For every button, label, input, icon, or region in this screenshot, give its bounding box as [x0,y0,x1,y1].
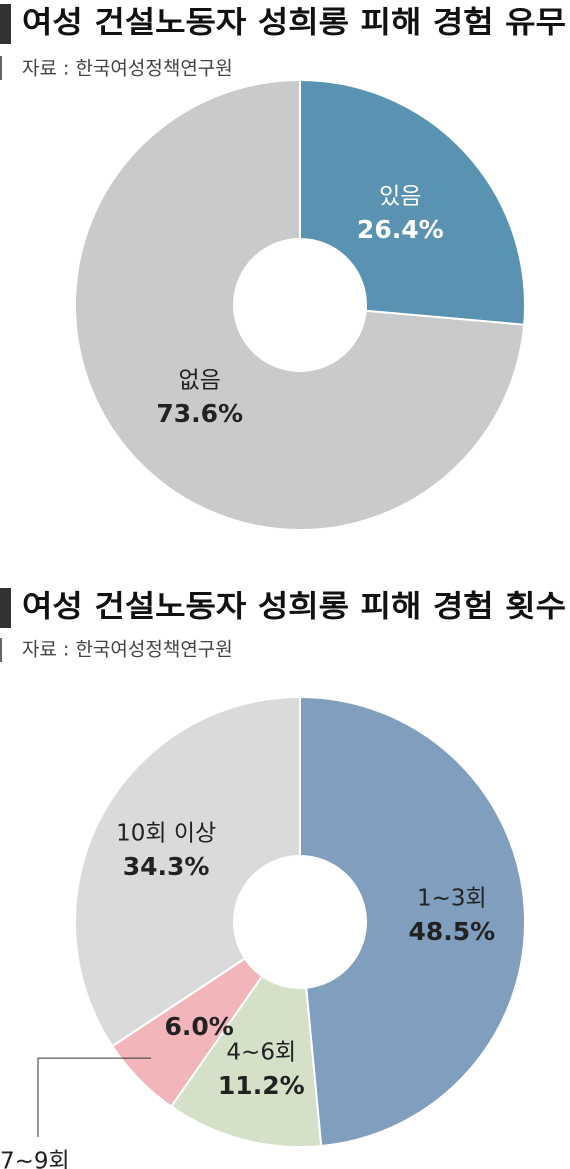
value-label: 48.5% [408,917,495,946]
chart-subtitle: 자료 : 한국여성정책연구원 [22,639,233,661]
category-label: 있음 [379,184,421,210]
chart-subtitle: 자료 : 한국여성정책연구원 [22,58,233,80]
chart-title: 여성 건설노동자 성희롱 피해 경험 유무 [22,6,566,41]
category-label: 4~6회 [226,1039,296,1065]
pie-slice [74,695,301,1048]
pie-slice [74,78,526,531]
pie-slice [299,695,526,1148]
pie-slice [169,974,323,1148]
subtitle-bar [0,56,2,80]
category-label: 10회 이상 [116,821,216,847]
category-label: 없음 [179,367,221,393]
title-bar [0,4,11,44]
category-label: 7~9회 [0,1149,70,1169]
value-label: 6.0% [165,1012,234,1041]
value-label: 34.3% [123,852,210,881]
chart-title: 여성 건설노동자 성희롱 피해 경험 횟수 [22,590,566,625]
title-bar [0,588,11,628]
value-label: 73.6% [156,399,243,428]
category-label: 1~3회 [417,885,487,911]
subtitle-bar [0,638,2,662]
leader-line [37,1057,152,1137]
value-label: 11.2% [218,1071,305,1100]
pie-slice [299,78,526,326]
value-label: 26.4% [357,215,444,244]
